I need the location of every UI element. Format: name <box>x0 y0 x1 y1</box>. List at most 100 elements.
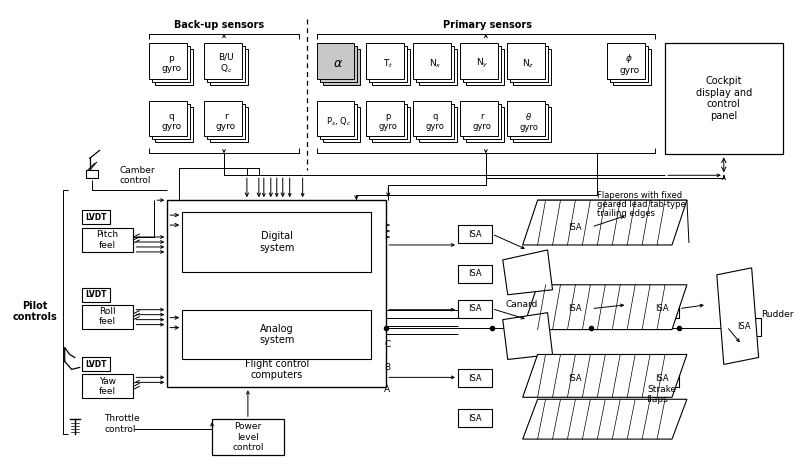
Bar <box>317 43 354 79</box>
Bar <box>155 106 193 142</box>
Polygon shape <box>522 285 687 330</box>
Polygon shape <box>502 313 553 360</box>
Text: ISA: ISA <box>468 269 482 278</box>
Text: Roll
feel: Roll feel <box>99 307 116 326</box>
Text: Pilot
controls: Pilot controls <box>13 301 58 323</box>
Bar <box>413 101 451 136</box>
Text: Flight control
computers: Flight control computers <box>245 359 309 380</box>
Bar <box>458 265 492 283</box>
Text: ISA: ISA <box>468 229 482 238</box>
Text: Primary sensors: Primary sensors <box>443 20 532 30</box>
Text: Pitch
feel: Pitch feel <box>97 230 118 250</box>
Bar <box>466 49 504 85</box>
Bar <box>182 310 371 360</box>
Text: Canard: Canard <box>506 300 538 309</box>
Text: C: C <box>384 340 390 349</box>
Bar <box>460 43 498 79</box>
Text: B: B <box>384 363 390 372</box>
Polygon shape <box>502 250 553 295</box>
Bar <box>366 101 404 136</box>
Text: Yaw
feel: Yaw feel <box>99 377 116 396</box>
Text: LVDT: LVDT <box>85 213 106 222</box>
Polygon shape <box>717 268 758 364</box>
Text: N$_x$: N$_x$ <box>429 57 442 70</box>
Text: q
gyro: q gyro <box>161 112 182 131</box>
Bar <box>204 101 242 136</box>
Text: A: A <box>384 385 390 394</box>
Text: q
gyro: q gyro <box>426 112 445 131</box>
Bar <box>645 370 679 387</box>
Bar <box>506 43 545 79</box>
Bar <box>372 49 410 85</box>
Bar <box>210 106 248 142</box>
Bar <box>610 46 648 82</box>
Bar <box>513 49 550 85</box>
Bar <box>322 106 360 142</box>
Text: Camber
control: Camber control <box>119 166 155 185</box>
Bar <box>207 104 245 140</box>
Text: Power
level
control: Power level control <box>232 422 264 452</box>
Text: ISA: ISA <box>737 322 750 331</box>
Bar <box>207 46 245 82</box>
Bar <box>416 46 454 82</box>
Bar <box>370 104 407 140</box>
Bar <box>460 101 498 136</box>
Text: Back-up sensors: Back-up sensors <box>174 20 264 30</box>
Bar <box>319 46 358 82</box>
Bar <box>204 43 242 79</box>
Text: Analog
system: Analog system <box>259 324 294 345</box>
Text: p
gyro: p gyro <box>161 54 182 74</box>
Bar <box>82 374 134 398</box>
Bar <box>182 212 371 272</box>
Text: N$_z$: N$_z$ <box>522 57 534 70</box>
Bar <box>510 46 547 82</box>
Bar <box>152 104 190 140</box>
Bar <box>463 46 501 82</box>
Bar <box>167 200 386 387</box>
Bar <box>319 104 358 140</box>
Text: ISA: ISA <box>568 304 582 313</box>
Text: r
gyro: r gyro <box>216 112 236 131</box>
Text: Digital
system: Digital system <box>259 231 294 253</box>
Bar <box>150 43 187 79</box>
Bar <box>466 106 504 142</box>
Bar <box>212 419 284 455</box>
Bar <box>366 43 404 79</box>
Bar <box>458 370 492 387</box>
Text: B/U
Q$_c$: B/U Q$_c$ <box>218 52 234 76</box>
Bar <box>607 43 645 79</box>
Text: N$_y$: N$_y$ <box>475 57 488 70</box>
Bar <box>558 370 591 387</box>
Text: $\phi$
gyro: $\phi$ gyro <box>619 52 639 76</box>
Bar <box>413 43 451 79</box>
Bar <box>463 104 501 140</box>
Bar <box>558 218 591 236</box>
Text: Flaperons with fixed: Flaperons with fixed <box>598 190 682 200</box>
Text: r
gyro: r gyro <box>473 112 491 131</box>
Bar <box>416 104 454 140</box>
Bar <box>155 49 193 85</box>
Bar <box>372 106 410 142</box>
Bar <box>645 300 679 318</box>
Bar <box>419 49 457 85</box>
Text: ISA: ISA <box>468 304 482 313</box>
Text: ISA: ISA <box>468 414 482 423</box>
Text: $\alpha$: $\alpha$ <box>334 57 343 70</box>
Bar <box>614 49 651 85</box>
Polygon shape <box>522 200 687 245</box>
Bar <box>150 101 187 136</box>
Text: Throttle
control: Throttle control <box>105 415 140 434</box>
Bar <box>322 49 360 85</box>
Bar <box>82 228 134 252</box>
Bar <box>419 106 457 142</box>
Bar <box>82 304 134 329</box>
Bar <box>458 225 492 243</box>
Text: geared lead tab-type: geared lead tab-type <box>598 200 686 209</box>
Bar <box>317 101 354 136</box>
Text: p
gyro: p gyro <box>379 112 398 131</box>
Text: P$_s$, Q$_c$: P$_s$, Q$_c$ <box>326 115 351 128</box>
Text: ISA: ISA <box>468 374 482 383</box>
Polygon shape <box>522 354 687 397</box>
Bar <box>506 101 545 136</box>
Text: LVDT: LVDT <box>85 290 106 299</box>
